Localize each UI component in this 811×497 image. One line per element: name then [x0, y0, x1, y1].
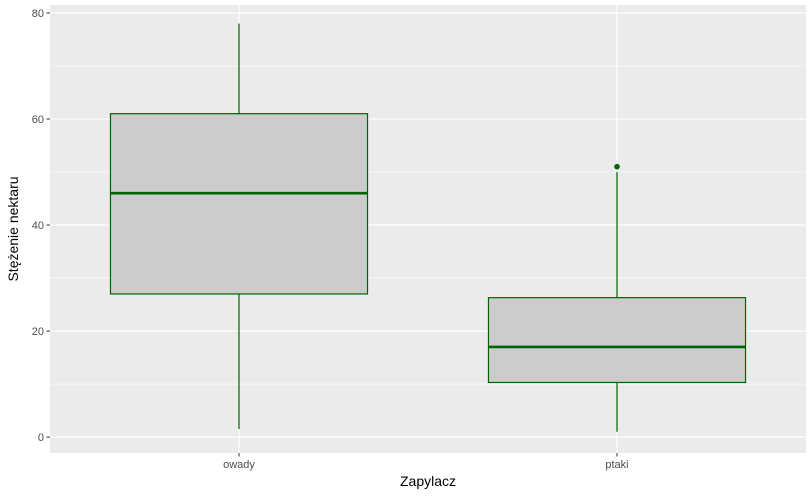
y-tick-label: 40 [32, 220, 44, 232]
box-iqr [109, 113, 369, 295]
y-axis: 0 20 40 60 80 [32, 8, 50, 444]
x-tick-label: ptaki [605, 459, 628, 471]
box-ptaki [487, 163, 747, 432]
outlier-point [614, 163, 620, 170]
boxes [109, 23, 747, 432]
x-axis-title: Zapylacz [400, 473, 456, 489]
box-iqr [487, 297, 747, 384]
box-owady [109, 23, 369, 430]
y-tick-label: 80 [32, 8, 44, 20]
x-tick-label: owady [223, 459, 255, 471]
x-axis: owady ptaki [223, 453, 629, 471]
y-axis-title: Stężenie nektaru [5, 176, 21, 281]
y-tick-label: 60 [32, 114, 44, 126]
y-tick-label: 0 [38, 432, 44, 444]
y-tick-label: 20 [32, 326, 44, 338]
